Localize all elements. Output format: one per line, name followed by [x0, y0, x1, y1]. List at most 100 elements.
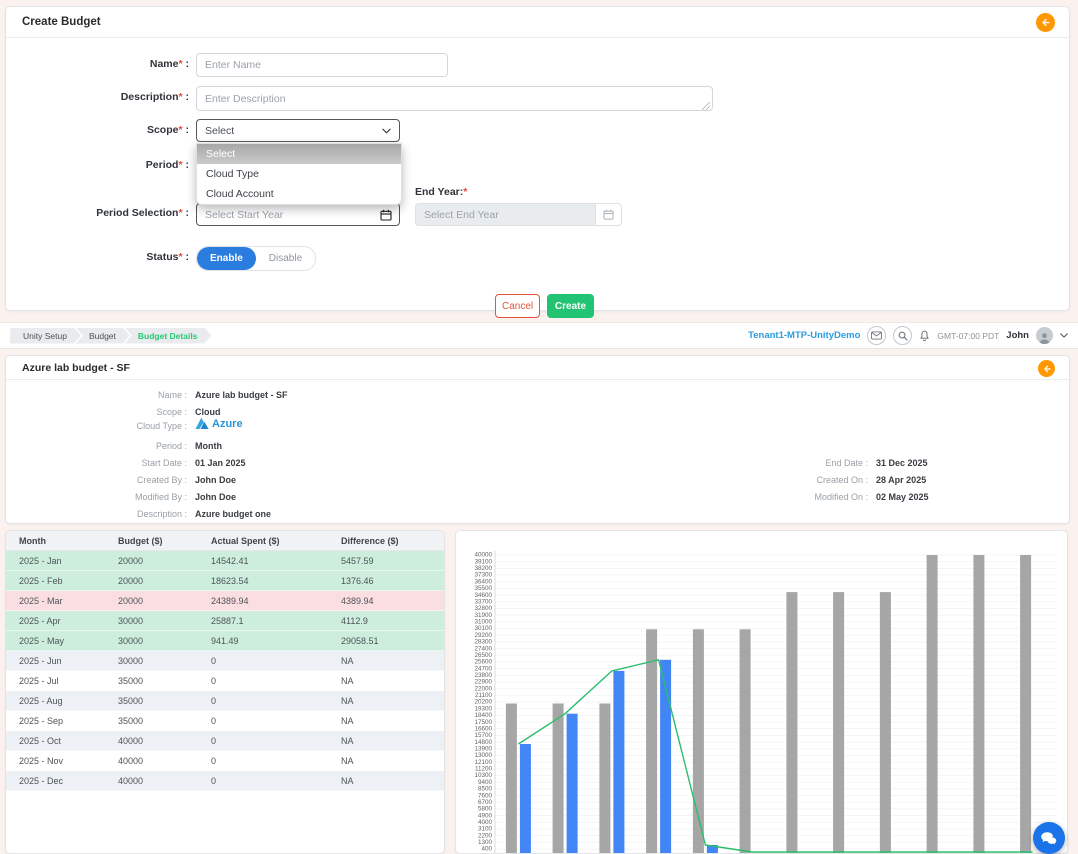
table-cell: 29058.51 [328, 631, 444, 651]
name-input[interactable] [196, 53, 448, 77]
chevron-down-icon[interactable] [1060, 333, 1068, 338]
actual-spent-bar [567, 714, 578, 853]
svg-text:400: 400 [481, 846, 492, 853]
scope-option-cloud-type[interactable]: Cloud Type [197, 164, 401, 184]
end-year-input[interactable] [415, 203, 596, 226]
search-icon [898, 331, 908, 341]
svg-text:18400: 18400 [474, 712, 492, 719]
table-cell: 2025 - Nov [6, 751, 105, 771]
timezone-text: GMT-07:00 PDT [937, 331, 999, 341]
breadcrumb: Unity SetupBudgetBudget Details [10, 328, 211, 344]
create-button[interactable]: Create [547, 294, 594, 318]
table-cell: 2025 - Oct [6, 731, 105, 751]
svg-text:40000: 40000 [474, 552, 492, 559]
detail-row: Cloud Type :Azure [6, 421, 1069, 434]
description-label: Description* : [6, 91, 189, 103]
svg-text:34600: 34600 [474, 592, 492, 599]
table-cell: 0 [198, 711, 328, 731]
scope-option-select[interactable]: Select [197, 144, 401, 164]
svg-text:8500: 8500 [478, 786, 493, 793]
search-button[interactable] [893, 326, 912, 345]
table-cell: NA [328, 751, 444, 771]
table-cell: 941.49 [198, 631, 328, 651]
table-cell: 2025 - May [6, 631, 105, 651]
page: Create Budget Name* : Description* : Sco… [0, 0, 1078, 854]
detail-value: 31 Dec 2025 [876, 458, 928, 468]
svg-text:37300: 37300 [474, 572, 492, 579]
status-toggle: Enable Disable [196, 246, 316, 271]
table-header-cell: Difference ($) [328, 531, 444, 551]
cancel-button[interactable]: Cancel [495, 294, 540, 318]
chevron-down-icon [382, 128, 391, 134]
start-year-input[interactable] [196, 203, 400, 226]
table-row: 2025 - Feb2000018623.541376.46 [6, 571, 444, 591]
end-year-calendar-button[interactable] [596, 203, 622, 226]
table-cell: 20000 [105, 551, 198, 571]
svg-text:23800: 23800 [474, 672, 492, 679]
table-cell: 40000 [105, 751, 198, 771]
table-cell: NA [328, 771, 444, 791]
back-button[interactable] [1036, 13, 1055, 32]
create-budget-header: Create Budget [6, 7, 1069, 38]
breadcrumb-item-budget[interactable]: Budget [76, 328, 130, 344]
budget-bar [599, 704, 610, 854]
svg-text:17500: 17500 [474, 719, 492, 726]
svg-text:36400: 36400 [474, 578, 492, 585]
svg-text:1300: 1300 [478, 839, 493, 846]
detail-row: Period :Month [6, 441, 1069, 454]
budget-table-card: MonthBudget ($)Actual Spent ($)Differenc… [5, 530, 445, 854]
table-row: 2025 - Apr3000025887.14112.9 [6, 611, 444, 631]
status-enable-option[interactable]: Enable [197, 247, 256, 270]
budget-bar [973, 555, 984, 853]
table-cell: 40000 [105, 771, 198, 791]
breadcrumb-item-budget-details[interactable]: Budget Details [125, 328, 212, 344]
mail-button[interactable] [867, 326, 886, 345]
actual-spent-bar [520, 744, 531, 853]
svg-text:13900: 13900 [474, 745, 492, 752]
table-cell: 35000 [105, 691, 198, 711]
svg-text:29200: 29200 [474, 632, 492, 639]
table-header-cell: Month [6, 531, 105, 551]
avatar[interactable] [1036, 327, 1053, 344]
table-cell: 4389.94 [328, 591, 444, 611]
table-row: 2025 - May30000941.4929058.51 [6, 631, 444, 651]
svg-text:15700: 15700 [474, 732, 492, 739]
envelope-icon [871, 331, 882, 340]
scope-option-cloud-account[interactable]: Cloud Account [197, 184, 401, 204]
table-row: 2025 - Aug350000NA [6, 691, 444, 711]
table-cell: 18623.54 [198, 571, 328, 591]
detail-row: Scope :Cloud [6, 407, 1069, 420]
svg-text:39100: 39100 [474, 558, 492, 565]
breadcrumb-item-unity-setup[interactable]: Unity Setup [10, 328, 81, 344]
detail-label: Created On : [6, 475, 868, 485]
detail-value: Cloud [195, 407, 221, 417]
svg-text:5800: 5800 [478, 806, 493, 813]
table-cell: 0 [198, 751, 328, 771]
svg-text:19300: 19300 [474, 705, 492, 712]
chat-button[interactable] [1033, 822, 1065, 854]
back-button[interactable] [1038, 360, 1055, 377]
budget-vs-actual-chart: 4001300220031004000490058006700760085009… [456, 531, 1067, 853]
tenant-link[interactable]: Tenant1-MTP-UnityDemo [748, 330, 860, 341]
table-row: 2025 - Oct400000NA [6, 731, 444, 751]
detail-value: 28 Apr 2025 [876, 475, 926, 485]
chat-bubbles-icon [1040, 831, 1058, 846]
detail-label: Description : [6, 509, 187, 519]
svg-text:14800: 14800 [474, 739, 492, 746]
detail-label: Name : [6, 390, 187, 400]
table-cell: 20000 [105, 591, 198, 611]
budget-bar [880, 592, 891, 853]
table-cell: 2025 - Mar [6, 591, 105, 611]
svg-text:31000: 31000 [474, 618, 492, 625]
svg-text:31900: 31900 [474, 612, 492, 619]
scope-select[interactable]: Select [196, 119, 400, 142]
svg-text:16600: 16600 [474, 725, 492, 732]
budget-details-card: Azure lab budget - SF Name :Azure lab bu… [5, 355, 1070, 524]
end-year-label: End Year:* [415, 186, 467, 198]
table-cell: NA [328, 691, 444, 711]
table-cell: 2025 - Aug [6, 691, 105, 711]
description-input[interactable] [196, 86, 713, 111]
bell-icon[interactable] [919, 330, 930, 342]
status-disable-option[interactable]: Disable [256, 247, 315, 270]
detail-row: Description :Azure budget one [6, 509, 1069, 522]
